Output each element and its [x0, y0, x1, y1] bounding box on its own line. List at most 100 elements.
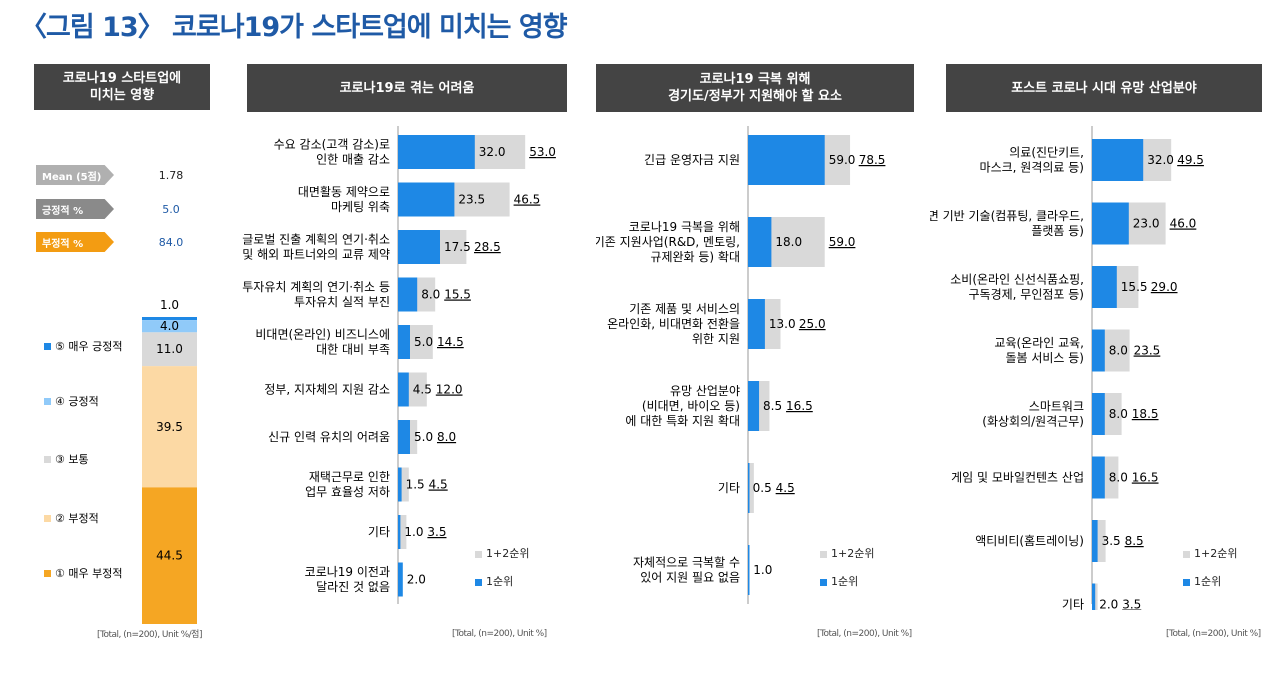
bar-first [1092, 393, 1105, 435]
category-label: 기타 [1062, 598, 1084, 611]
bar-first [1092, 139, 1144, 181]
bar-first-value: 8.0 [1109, 407, 1128, 421]
bar-total-value: 4.5 [429, 478, 448, 492]
bar-total-value: 8.0 [437, 430, 456, 444]
bar-first [1092, 266, 1117, 308]
category-label: 플랫폼 등) [1031, 224, 1084, 238]
bar-first [748, 299, 765, 349]
bar-total-value: 78.5 [859, 153, 886, 167]
bar-total-value: 16.5 [1132, 471, 1159, 485]
panel3-legend-total: 1+2순위 [820, 545, 874, 561]
panel4-header: 포스트 코로나 시대 유망 산업분야 [946, 64, 1262, 112]
category-label: 온라인화, 비대면화 전환을 [607, 317, 740, 331]
panel1-header-line1: 코로나19 스타트업에 [62, 71, 182, 86]
panel2-bar-chart: 수요 감소(고객 감소)로인한 매출 감소 32.0 53.0 대면활동 제약으로마케… [242, 126, 556, 604]
category-label: 구독경제, 무인점포 등) [969, 288, 1085, 302]
stack-value-label: 39.5 [156, 420, 183, 434]
bar-total-value: 46.5 [514, 193, 541, 207]
category-label: 소비(온라인 신선식품쇼핑, [950, 273, 1084, 287]
category-label: 규제완화 등) 확대 [650, 250, 740, 264]
bar-first [398, 372, 409, 407]
category-label: 유망 산업분야 [670, 384, 740, 398]
bar-first-value: 8.0 [1109, 344, 1128, 358]
category-label: 있어 지원 필요 없음 [640, 571, 740, 585]
panel2-legend-total: 1+2순위 [475, 545, 529, 561]
stack-legend-label: ⑤ 매우 긍정적 [55, 340, 122, 353]
bar-first [1092, 202, 1129, 245]
bar-first [748, 381, 760, 431]
panel2-header: 코로나19로 겪는 어려움 [247, 64, 567, 112]
bar-first-value: 32.0 [479, 145, 506, 159]
panel2-header-line1: 코로나19로 겪는 어려움 [339, 80, 475, 96]
category-label: 수요 감소(고객 감소)로 [274, 138, 390, 152]
panel3-header-line2: 경기도/정부가 지원해야 할 요소 [668, 89, 842, 104]
bar-first [398, 420, 410, 454]
category-label: 비대면 기반 기술(컴퓨팅, 클라우드, [930, 209, 1084, 223]
stat-value-negative: 84.0 [158, 236, 184, 249]
panel4-bar-chart: 의료(진단키트,마스크, 원격의료 등) 32.049.5 비대면 기반 기술(컴퓨… [930, 126, 1204, 611]
bar-total-value: 18.5 [1132, 407, 1159, 421]
bar-first [398, 562, 403, 597]
bar-first [748, 545, 750, 595]
bar-first [398, 277, 418, 312]
bar-total-value: 3.5 [427, 525, 446, 539]
category-label: 마케팅 위축 [331, 200, 390, 214]
bar-total-value: 46.0 [1170, 217, 1197, 231]
bar-first-value: 17.5 [444, 240, 471, 254]
bar-total [398, 467, 409, 502]
bar-first-value: 8.0 [421, 288, 440, 302]
category-label: 인한 매출 감소 [316, 153, 390, 167]
category-label: 코로나19 이전과 [305, 565, 390, 579]
bar-first [398, 182, 455, 217]
stack-segment [142, 317, 197, 321]
stack-segment [142, 487, 197, 624]
bar-first [1092, 329, 1105, 372]
panel4-legend-first: 1순위 [1183, 573, 1221, 589]
bar-first [748, 217, 772, 267]
bar-total-value: 59.0 [829, 235, 856, 249]
stat-value-positive: 5.0 [162, 203, 180, 216]
category-label: 대면활동 제약으로 [298, 184, 390, 199]
stack-value-label: 4.0 [160, 319, 179, 333]
panel1-header: 코로나19 스타트업에 미치는 영향 [34, 64, 210, 110]
category-label: 대한 대비 부족 [316, 343, 390, 357]
category-label: 긴급 운영자금 지원 [644, 153, 740, 167]
bar-first-value: 0.5 [753, 481, 772, 495]
bar-total [398, 515, 407, 549]
category-label: 교육(온라인 교육, [994, 336, 1084, 350]
stack-value-label: 11.0 [156, 342, 183, 356]
category-label: 코로나19 극복을 위해 [629, 220, 740, 234]
panel3-source: [Total, (n=200), Unit %] [817, 629, 912, 639]
category-label: 및 해외 파트너와의 교류 제약 [242, 247, 390, 262]
bar-first-value: 2.0 [1099, 598, 1118, 611]
category-label: 자체적으로 극복할 수 [633, 556, 740, 570]
stack-legend-swatch [44, 456, 51, 463]
stat-tag-positive: 긍정적 % [36, 199, 114, 219]
stack-legend-label: ① 매우 부정적 [55, 567, 122, 580]
category-label: 기타 [368, 525, 390, 539]
bar-total-value: 12.0 [436, 383, 463, 397]
bar-total-value: 14.5 [437, 335, 464, 349]
page-title: 〈그림 13〉 코로나19가 스타트업에 미치는 영향 [20, 12, 568, 43]
category-label: 에 대한 특화 지원 확대 [625, 414, 740, 428]
stack-segment [142, 332, 197, 367]
category-label: 기존 지원사업(R&D, 멘토링, [596, 235, 740, 249]
panel3-legend-first: 1순위 [820, 573, 858, 589]
bar-total-value: 8.5 [1125, 534, 1144, 548]
bar-total-value: 16.5 [786, 399, 813, 413]
bar-first [398, 515, 401, 549]
category-label: 투자유치 계획의 연기·취소 등 [242, 280, 390, 294]
bar-first [748, 463, 750, 513]
category-label: 글로벌 진출 계획의 연기·취소 [242, 233, 390, 247]
panel2-legend-first: 1순위 [475, 573, 513, 589]
bar-total-value: 25.0 [799, 317, 826, 331]
panel1-header-line2: 미치는 영향 [89, 88, 155, 103]
category-label: 업무 효율성 저하 [305, 485, 390, 499]
category-label: 달라진 것 없음 [316, 580, 390, 594]
bar-first-value: 1.0 [404, 525, 423, 539]
category-label: 재택근무로 인한 [309, 470, 390, 484]
stat-tag-mean: Mean (5점) [36, 165, 114, 185]
category-label: (비대면, 바이오 등) [642, 399, 740, 413]
bar-total-value: 29.0 [1151, 280, 1178, 294]
